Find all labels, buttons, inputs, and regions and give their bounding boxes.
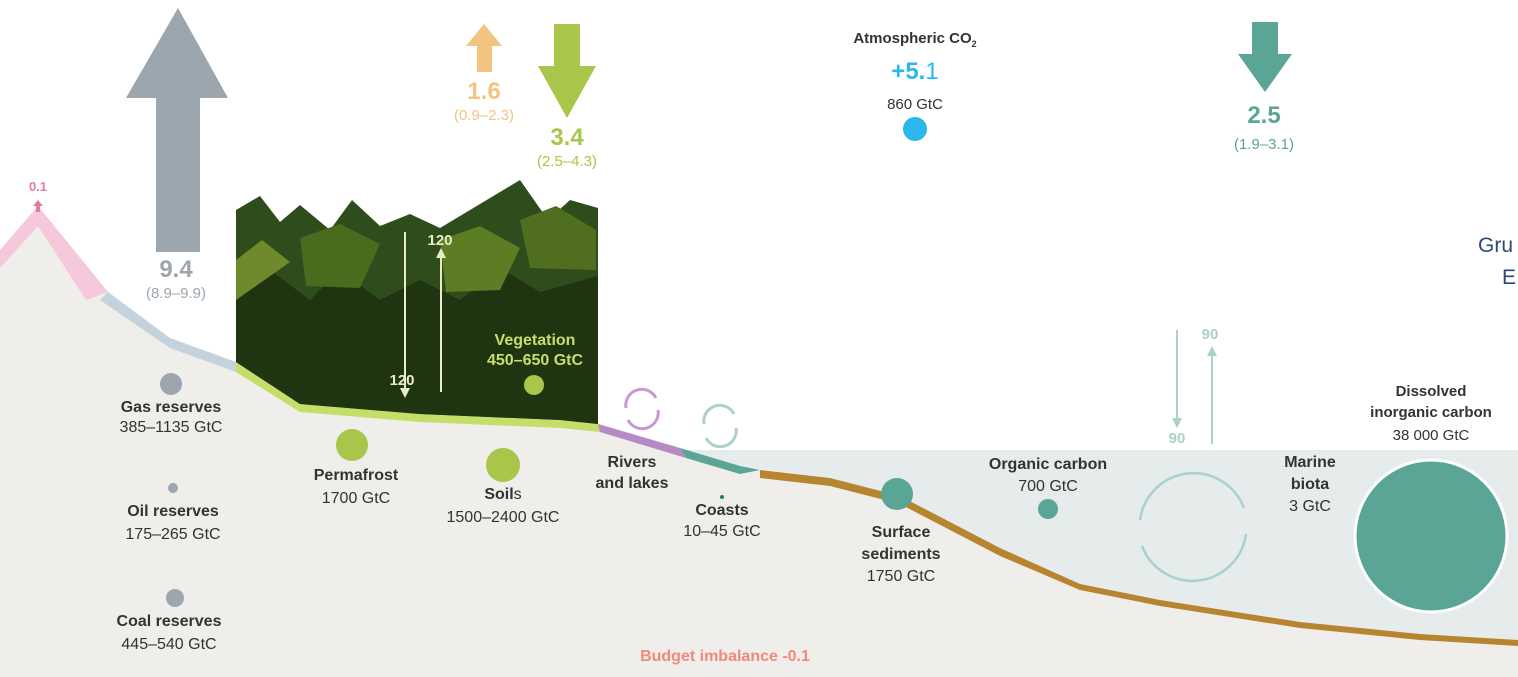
cut-text-line2: E	[1502, 266, 1517, 289]
soil-strip	[236, 362, 600, 432]
coal-reserves-value: 445–540 GtC	[121, 636, 217, 653]
ocean-sink-flux-range: (1.9–3.1)	[1233, 136, 1295, 153]
land-ground	[0, 206, 1518, 677]
soils-dot	[486, 448, 520, 482]
ocean-gross-up-value: 90	[1201, 326, 1219, 343]
vegetation-name: Vegetation	[494, 332, 576, 349]
volcanic-flux-value: 0.1	[28, 179, 48, 194]
oil-reserves-value: 175–265 GtC	[125, 526, 221, 543]
land-sink-arrow	[538, 24, 596, 118]
land-gross-up-value: 120	[427, 232, 453, 249]
ocean-sink-arrow	[1238, 22, 1292, 92]
organic-carbon-name: Organic carbon	[988, 456, 1108, 473]
fossil-flux-value: 9.4	[159, 256, 193, 283]
marine-biota-name-line1: Marine	[1284, 454, 1336, 471]
oil-dot	[168, 483, 178, 493]
budget-imbalance: Budget imbalance -0.1	[640, 648, 810, 665]
volcanic-arrow	[33, 200, 43, 212]
soils-value: 1500–2400 GtC	[446, 509, 560, 526]
land-use-flux-range: (0.9–2.3)	[453, 107, 515, 124]
coasts-cycle-icon	[702, 403, 738, 449]
coasts-value: 10–45 GtC	[683, 523, 761, 540]
gas-reserves-name: Gas reserves	[120, 399, 222, 416]
ocean-gross-down-value: 90	[1168, 430, 1186, 447]
land-gross-flux-arrows	[400, 232, 446, 398]
atmosphere-stock: 860 GtC	[887, 96, 943, 113]
sediments-value: 1750 GtC	[866, 568, 936, 585]
coal-dot	[166, 589, 184, 607]
coasts-dot	[720, 495, 724, 499]
sediments-name-line1: Surface	[871, 524, 931, 541]
rivers-name-line2: and lakes	[595, 475, 669, 492]
ocean-sink-flux-value: 2.5	[1247, 102, 1281, 129]
sediments-dot	[881, 478, 913, 510]
land-sink-flux-value: 3.4	[550, 124, 584, 151]
gas-slope-tint	[100, 292, 236, 372]
dic-value: 38 000 GtC	[1392, 427, 1470, 444]
rivers-name-line1: Rivers	[607, 454, 657, 471]
permafrost-dot	[336, 429, 368, 461]
ocean-water	[680, 450, 1518, 640]
dic-dot	[1353, 458, 1509, 614]
atmosphere-label: Atmospheric CO2	[853, 30, 977, 49]
river-strip	[598, 424, 686, 458]
marine-biota-name-line2: biota	[1290, 476, 1330, 493]
coasts-name: Coasts	[695, 502, 749, 519]
fossil-emission-arrow	[126, 8, 228, 252]
atmosphere-growth: +5.1	[891, 58, 939, 85]
land-gross-down-value: 120	[389, 372, 415, 389]
atmosphere-dot	[903, 117, 927, 141]
marine-biota-value: 3 GtC	[1289, 498, 1331, 515]
dic-name-line2: inorganic carbon	[1370, 404, 1492, 421]
vegetation-value: 450–650 GtC	[486, 352, 584, 369]
forest-illustration	[236, 180, 598, 424]
land-sink-flux-range: (2.5–4.3)	[536, 153, 598, 170]
ocean-gross-flux-arrows	[1172, 330, 1217, 444]
mountain-tint	[0, 206, 108, 300]
coal-reserves-name: Coal reserves	[116, 613, 222, 630]
oil-reserves-name: Oil reserves	[127, 503, 219, 520]
cut-text-line1: Gru	[1478, 234, 1514, 257]
fossil-flux-range: (8.9–9.9)	[145, 285, 207, 302]
gas-reserves-value: 385–1135 GtC	[119, 419, 223, 436]
land-use-flux-value: 1.6	[467, 78, 501, 105]
coast-strip	[680, 448, 760, 474]
organic-carbon-value: 700 GtC	[1018, 478, 1078, 495]
land-use-emission-arrow	[466, 24, 502, 72]
rivers-cycle-icon	[624, 387, 660, 431]
gas-dot	[160, 373, 182, 395]
permafrost-value: 1700 GtC	[321, 490, 391, 507]
marine-biota-cycle-icon	[1138, 471, 1248, 583]
dic-name-line1: Dissolved	[1395, 383, 1467, 400]
vegetation-dot	[524, 375, 544, 395]
soils-name: Soils	[484, 486, 522, 503]
organic-carbon-dot	[1038, 499, 1058, 519]
permafrost-name: Permafrost	[313, 467, 399, 484]
sediments-name-line2: sediments	[861, 546, 941, 563]
